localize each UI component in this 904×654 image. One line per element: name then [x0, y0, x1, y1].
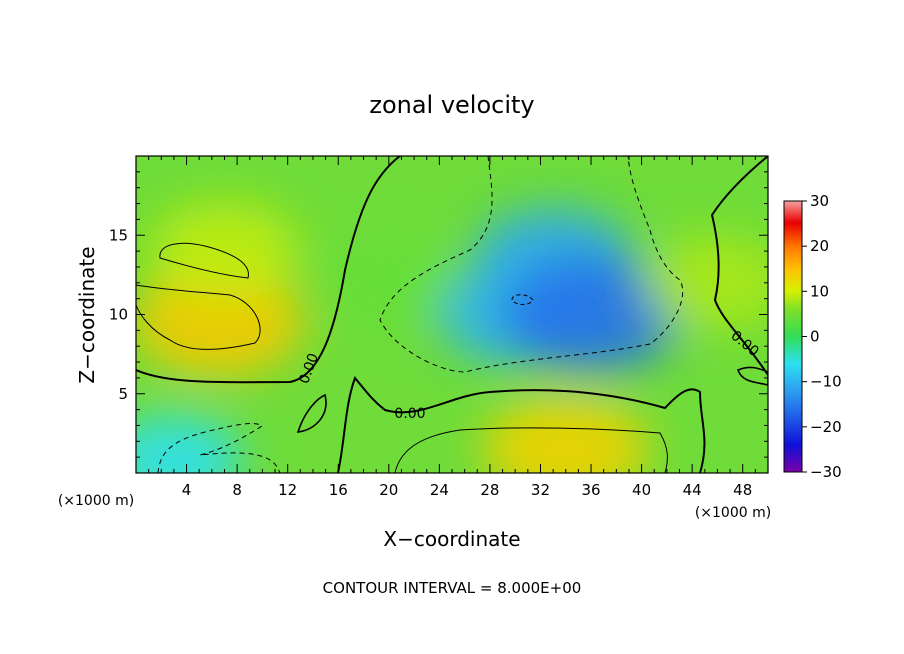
plot-area: 0.00 0.00 0.00 4 8 12 16 20 24 28 32 36 40 44 48510…	[109, 155, 769, 499]
contour-positive-west	[136, 284, 261, 350]
contour-label: 0.00	[394, 406, 425, 422]
x-tick-label: 28	[480, 481, 499, 499]
colorbar-tick-label: 20	[810, 237, 829, 255]
colorbar-tick-label: 10	[810, 282, 829, 300]
z-tick-label: 15	[109, 226, 128, 244]
colorbar-gradient	[784, 201, 802, 472]
x-tick-label: 32	[531, 481, 550, 499]
contour-negative-small	[511, 294, 534, 305]
colorbar-tick-label: −10	[810, 373, 842, 391]
x-axis-label: X−coordinate	[383, 527, 520, 551]
x-tick-label: 4	[182, 481, 192, 499]
x-tick-label: 24	[430, 481, 449, 499]
contour-zero-east-small	[737, 366, 768, 386]
field-feature	[482, 395, 650, 473]
field-feature	[325, 239, 453, 326]
colour-field	[136, 202, 768, 473]
x-tick-label: 12	[278, 481, 297, 499]
field-feature	[149, 202, 300, 300]
contour-zero-small	[296, 393, 327, 433]
chart-title: zonal velocity	[369, 91, 534, 119]
colorbar-ticks: 30 20 10 0 −10 −20 −30	[802, 192, 842, 481]
x-tick-label: 40	[632, 481, 651, 499]
colorbar: 30 20 10 0 −10 −20 −30	[783, 192, 842, 481]
x-tick-label: 20	[379, 481, 398, 499]
field-feature	[136, 267, 304, 378]
contour-zero-east	[710, 156, 768, 376]
contour-positive-south	[394, 427, 668, 473]
colorbar-tick-label: −20	[810, 418, 842, 436]
colorbar-tick-label: −30	[810, 463, 842, 481]
contour-zero-south	[337, 376, 706, 473]
colorbar-tick-label: 30	[810, 192, 829, 210]
field-feature	[500, 257, 682, 372]
z-tick-label: 5	[118, 385, 128, 403]
x-tick-label: 36	[581, 481, 600, 499]
contour-positive-upper	[159, 242, 249, 279]
contour-negative-southwest	[157, 423, 281, 473]
x-tick-label: 16	[329, 481, 348, 499]
contour-lines	[136, 156, 768, 473]
x-tick-label: 44	[683, 481, 702, 499]
colorbar-tick-label: 0	[810, 328, 820, 346]
x-unit-label: (×1000 m)	[695, 505, 771, 521]
z-axis-label: Z−coordinate	[75, 246, 99, 383]
contour-zero-west	[136, 156, 401, 384]
contour-interval-note: CONTOUR INTERVAL = 8.000E+00	[323, 579, 582, 597]
contour-negative-central	[379, 156, 684, 373]
field-feature	[644, 235, 768, 331]
z-unit-label: (×1000 m)	[58, 493, 134, 509]
field-feature	[136, 415, 243, 473]
z-tick-label: 10	[109, 306, 128, 324]
x-tick-label: 48	[733, 481, 752, 499]
x-tick-label: 8	[232, 481, 242, 499]
field-layer: 0.00 0.00 0.00	[136, 156, 768, 473]
